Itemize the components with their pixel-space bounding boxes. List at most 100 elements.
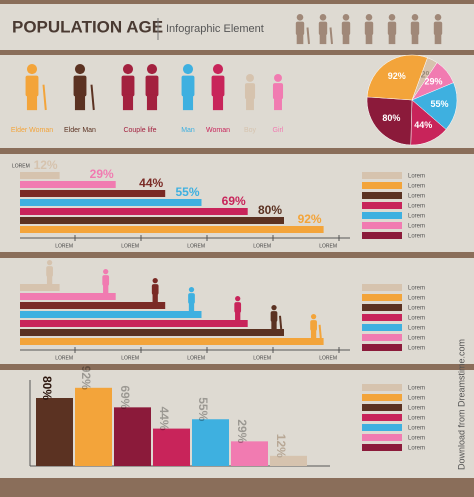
column xyxy=(114,407,151,466)
person-icon xyxy=(103,285,109,294)
person-icon xyxy=(74,94,86,111)
person-icon xyxy=(365,13,373,21)
bar-label: 92% xyxy=(298,212,322,226)
person-icon xyxy=(410,21,420,36)
column-label: 92% xyxy=(79,366,93,390)
person-icon xyxy=(188,293,195,304)
legend-label: Lorem xyxy=(408,286,425,292)
person-label: Elder Woman xyxy=(11,127,53,134)
person-icon xyxy=(295,21,305,36)
person-icon xyxy=(342,13,350,21)
axis-label: LOREM xyxy=(319,355,337,361)
pie-label: 80% xyxy=(382,113,400,123)
bar xyxy=(20,217,284,224)
person-icon xyxy=(296,13,304,21)
legend-swatch xyxy=(362,232,402,239)
person-icon xyxy=(212,94,224,111)
person-icon xyxy=(25,75,39,97)
person-label: Woman xyxy=(206,127,230,134)
pie-label: 44% xyxy=(414,120,432,130)
person-icon xyxy=(152,294,158,303)
person-icon xyxy=(146,63,158,75)
axis-label: LOREM xyxy=(253,355,271,361)
person-icon xyxy=(182,63,194,75)
person-icon xyxy=(235,296,241,302)
legend-label: Lorem xyxy=(408,346,425,352)
pie-label: 12% xyxy=(416,70,434,80)
person-icon xyxy=(122,94,134,111)
legend-label: Lorem xyxy=(408,426,425,432)
person-icon xyxy=(246,98,254,111)
person-icon xyxy=(90,84,95,111)
person-icon xyxy=(103,269,109,275)
person-icon xyxy=(411,34,419,45)
pie-label: 92% xyxy=(388,71,406,81)
bar xyxy=(20,311,202,318)
person-icon xyxy=(434,13,442,21)
person-icon xyxy=(145,75,159,97)
person-icon xyxy=(365,34,373,45)
axis-title: LOREM xyxy=(12,163,30,169)
bar xyxy=(20,190,166,197)
legend-label: Lorem xyxy=(408,406,425,412)
person-icon xyxy=(26,94,38,111)
column-label: 55% xyxy=(196,397,210,421)
person-icon xyxy=(306,27,310,45)
axis-label: LOREM xyxy=(55,355,73,361)
axis-label: LOREM xyxy=(187,243,205,249)
person-label: Girl xyxy=(273,127,284,134)
axis-label: LOREM xyxy=(55,243,73,249)
person-icon xyxy=(310,320,317,331)
bar xyxy=(20,302,166,309)
person-icon xyxy=(341,21,351,36)
legend-swatch xyxy=(362,444,402,451)
bar xyxy=(20,338,324,345)
person-icon xyxy=(182,94,194,111)
column-label: 80% xyxy=(40,376,54,400)
person-label: Man xyxy=(181,127,195,134)
column xyxy=(270,455,307,466)
person-icon xyxy=(310,330,317,339)
bar-label: 12% xyxy=(34,158,58,172)
person-icon xyxy=(46,276,53,285)
legend-label: Lorem xyxy=(408,224,425,230)
pie-slice xyxy=(366,96,413,146)
person-icon xyxy=(274,74,282,82)
band xyxy=(0,364,474,370)
bar xyxy=(20,181,116,188)
legend-swatch xyxy=(362,384,402,391)
person-icon xyxy=(270,311,278,322)
axis-label: LOREM xyxy=(187,355,205,361)
legend-label: Lorem xyxy=(408,396,425,402)
bar xyxy=(20,199,202,206)
person-icon xyxy=(279,315,283,330)
legend-swatch xyxy=(362,304,402,311)
legend-swatch xyxy=(362,404,402,411)
person-icon xyxy=(318,324,322,339)
person-icon xyxy=(152,278,158,284)
bar xyxy=(20,293,116,300)
person-icon xyxy=(46,260,53,266)
pie-label: 55% xyxy=(431,99,449,109)
column xyxy=(231,441,268,466)
person-icon xyxy=(271,321,277,330)
person-icon xyxy=(388,34,396,45)
legend-label: Lorem xyxy=(408,326,425,332)
person-label: Elder Man xyxy=(64,127,96,134)
legend-label: Lorem xyxy=(408,194,425,200)
legend-swatch xyxy=(362,192,402,199)
column-label: 69% xyxy=(118,385,132,409)
person-icon xyxy=(434,34,442,45)
person-icon xyxy=(188,303,195,312)
person-icon xyxy=(319,34,327,45)
column-label: 44% xyxy=(157,407,171,431)
legend-swatch xyxy=(362,172,402,179)
legend-swatch xyxy=(362,212,402,219)
person-icon xyxy=(364,21,374,36)
bar xyxy=(20,226,324,233)
bar-label: 29% xyxy=(90,167,114,181)
person-icon xyxy=(121,75,135,97)
person-label: Couple life xyxy=(123,127,156,134)
legend-swatch xyxy=(362,344,402,351)
column-label: 29% xyxy=(235,419,249,443)
